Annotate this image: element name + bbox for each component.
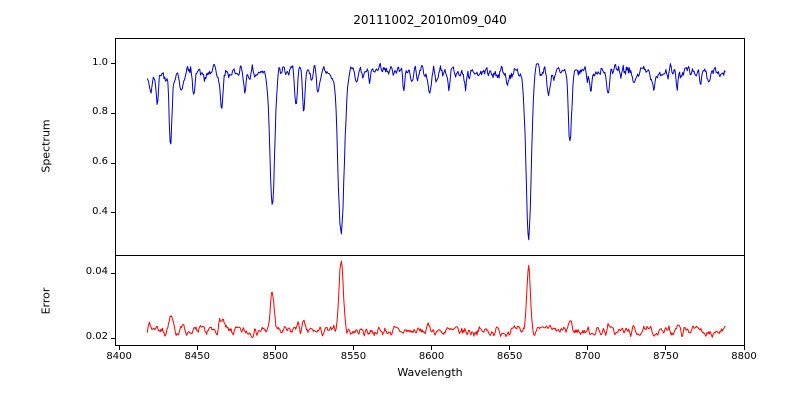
spectrum-y-tick <box>111 63 115 65</box>
x-tick <box>196 346 198 350</box>
x-tick-label: 8400 <box>106 351 132 362</box>
x-tick-label: 8700 <box>575 351 601 362</box>
x-tick-label: 8650 <box>496 351 523 362</box>
x-tick-label: 8550 <box>340 351 367 362</box>
x-tick <box>118 346 120 350</box>
spectrum-plot <box>146 62 726 241</box>
x-tick <box>431 346 433 350</box>
x-tick-label: 8450 <box>184 351 210 362</box>
x-tick <box>274 346 276 350</box>
error-plot <box>146 260 726 338</box>
spectrum-y-tick-label: 0.4 <box>92 205 108 217</box>
error-y-tick <box>111 272 115 274</box>
spectrum-y-tick-label: 1.0 <box>92 56 108 68</box>
spectrum-y-tick-label: 0.6 <box>92 156 108 168</box>
x-tick-label: 8500 <box>262 351 289 362</box>
spectrum-y-tick-label: 0.8 <box>92 106 108 118</box>
spectrum-y-axis-label: Spectrum <box>39 119 53 173</box>
spectrum-y-tick <box>111 112 115 114</box>
spectrum-panel <box>115 38 745 256</box>
error-y-axis-label: Error <box>39 287 53 315</box>
x-axis-label: Wavelength <box>397 366 463 379</box>
x-tick <box>509 346 511 350</box>
error-y-tick <box>111 337 115 339</box>
error-curve <box>146 260 726 338</box>
spectrum-y-tick <box>111 212 115 214</box>
x-tick <box>743 346 745 350</box>
spectrum-y-tick <box>111 162 115 164</box>
spectrum-curve <box>146 62 726 241</box>
chart-title: 20111002_2010m09_040 <box>353 13 507 27</box>
x-tick <box>665 346 667 350</box>
error-y-tick-label: 0.02 <box>85 331 108 343</box>
x-tick-label: 8750 <box>653 351 679 362</box>
error-panel <box>115 256 745 346</box>
x-tick-label: 8800 <box>731 351 757 362</box>
x-tick-label: 8600 <box>418 351 445 362</box>
x-tick <box>587 346 589 350</box>
x-tick <box>352 346 354 350</box>
error-y-tick-label: 0.04 <box>85 266 108 277</box>
